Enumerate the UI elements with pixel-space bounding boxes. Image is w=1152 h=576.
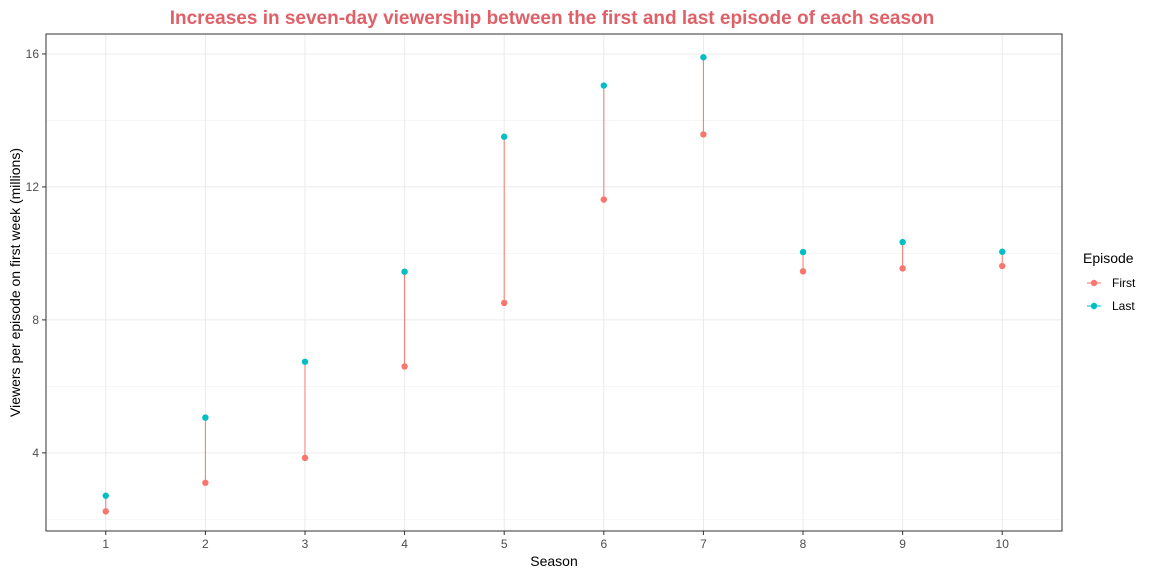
x-tick-label: 2: [202, 537, 209, 551]
legend-key-point: [1090, 279, 1098, 287]
x-tick-label: 9: [899, 537, 906, 551]
x-tick-label: 7: [700, 537, 707, 551]
legend: Episode First Last: [1083, 250, 1136, 313]
y-tick-label: 4: [32, 446, 39, 460]
point-first-season-4: [401, 363, 408, 370]
x-tick-label: 4: [401, 537, 408, 551]
y-tick-label: 12: [26, 180, 40, 194]
point-first-season-1: [102, 508, 109, 515]
legend-key-point: [1090, 302, 1098, 310]
point-first-season-5: [500, 299, 508, 307]
point-first-season-10: [999, 262, 1006, 270]
x-tick-label: 8: [800, 537, 807, 551]
point-first-season-2: [202, 479, 209, 486]
segments: [105, 57, 1003, 512]
x-axis-label: Season: [530, 553, 577, 569]
legend-label-last: Last: [1112, 299, 1135, 313]
point-last-season-2: [202, 414, 209, 421]
chart-title: Increases in seven-day viewership betwee…: [170, 8, 935, 29]
data-points: [102, 54, 1006, 515]
x-tick-label: 1: [102, 537, 109, 551]
x-tick-label: 10: [996, 537, 1010, 551]
point-first-season-8: [799, 268, 807, 275]
legend-items: First Last: [1087, 276, 1136, 313]
point-last-season-10: [999, 248, 1006, 255]
y-tick-label: 8: [32, 313, 39, 327]
y-tick-label: 16: [26, 47, 40, 61]
x-tick-label: 5: [501, 537, 508, 551]
point-last-season-5: [500, 133, 508, 140]
point-first-season-7: [700, 131, 707, 138]
point-last-season-8: [799, 248, 807, 256]
y-axis-label: Viewers per episode on first week (milli…: [7, 148, 23, 417]
point-first-season-6: [600, 196, 608, 203]
point-first-season-9: [899, 265, 906, 272]
point-last-season-6: [600, 82, 608, 89]
point-first-season-3: [301, 454, 309, 462]
point-last-season-3: [301, 358, 309, 365]
point-last-season-7: [700, 54, 707, 61]
x-tick-label: 6: [600, 537, 607, 551]
legend-title: Episode: [1083, 250, 1134, 266]
point-last-season-1: [102, 492, 109, 499]
x-tick-label: 3: [302, 537, 309, 551]
panel-border: [45, 33, 1063, 532]
legend-label-first: First: [1112, 276, 1136, 290]
y-axis-ticks: 4 8 12 16: [26, 47, 46, 460]
point-last-season-4: [401, 268, 408, 275]
point-last-season-9: [899, 238, 906, 246]
x-axis-ticks: 1 2 3 4 5 6 7 8 9 10: [102, 531, 1009, 551]
